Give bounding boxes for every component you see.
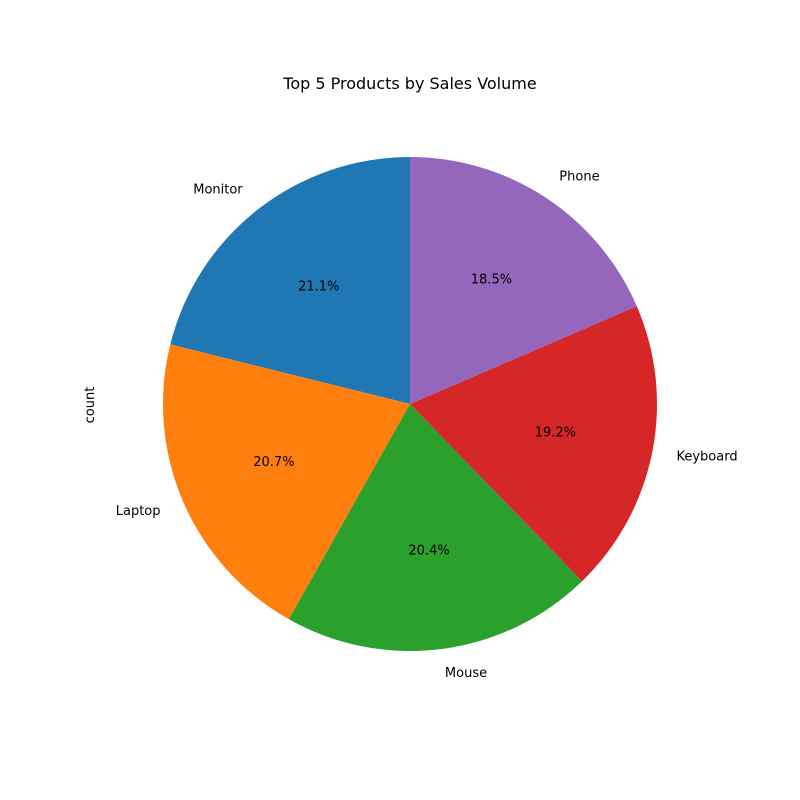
slice-percent-laptop: 20.7% [253,455,294,470]
pie-labels: Monitor 21.1% Laptop 20.7% Mouse 20.4% Keyboar… [116,169,738,680]
slice-percent-phone: 18.5% [471,273,512,288]
y-axis-label: count [83,387,98,424]
chart-title: Top 5 Products by Sales Volume [282,74,536,93]
pie-slices [162,157,658,651]
pie-slice-laptop [162,344,410,620]
pie-slice-keyboard [410,306,658,582]
slice-label-phone: Phone [559,169,599,184]
slice-label-monitor: Monitor [193,182,243,197]
slice-percent-monitor: 21.1% [298,280,339,295]
slice-label-mouse: Mouse [445,666,487,681]
slice-percent-keyboard: 19.2% [535,425,576,440]
slice-label-keyboard: Keyboard [676,450,737,465]
slice-percent-mouse: 20.4% [408,543,449,558]
pie-slice-monitor [170,157,410,404]
pie-slice-mouse [288,404,583,651]
pie-slice-phone [410,157,637,404]
slice-label-laptop: Laptop [116,504,161,519]
